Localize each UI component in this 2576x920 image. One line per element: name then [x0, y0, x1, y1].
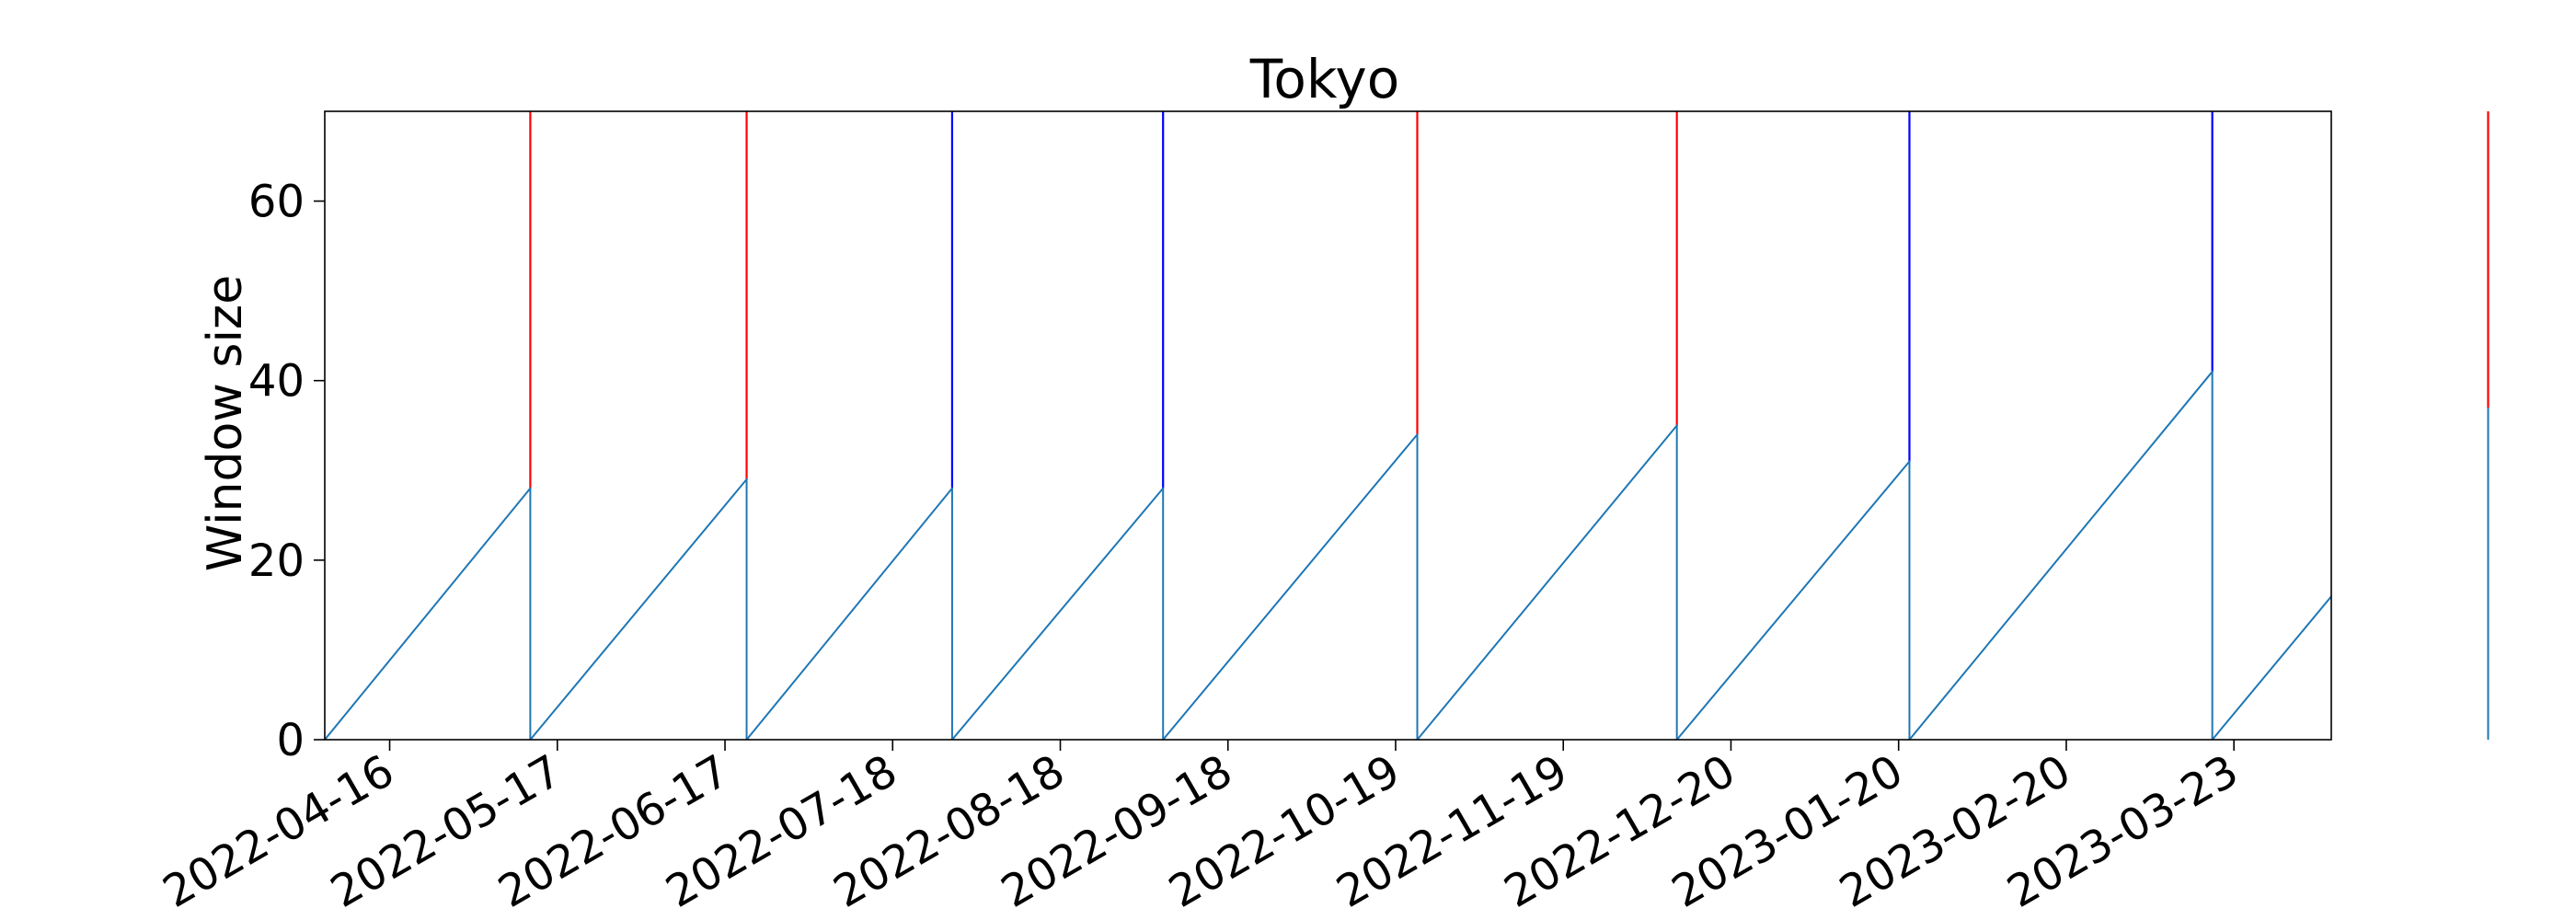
series-segment — [529, 477, 748, 740]
plot-area-frame — [324, 110, 2332, 741]
y-tick-label: 0 — [276, 715, 305, 766]
series-segment — [2211, 594, 2331, 740]
chart-title: Tokyo — [1249, 48, 1399, 110]
series-window-size — [325, 370, 2576, 740]
y-axis: 0 20 40 60 — [248, 177, 325, 766]
series-segment — [1908, 370, 2214, 740]
y-tick-label: 20 — [248, 535, 305, 587]
event-lines — [529, 111, 2490, 740]
y-axis-label: Window size — [198, 275, 253, 571]
series-segment — [1416, 424, 1679, 740]
series-segment — [745, 487, 954, 740]
series-segment — [2488, 479, 2576, 740]
x-axis: 2022-04-162022-05-172022-06-172022-07-18… — [155, 740, 2247, 918]
y-tick-label: 60 — [248, 177, 305, 228]
series-segment — [325, 487, 532, 740]
series-segment — [1675, 460, 1911, 740]
series-segment — [1161, 432, 1419, 740]
y-tick-label: 40 — [248, 356, 305, 408]
series-segment — [950, 487, 1165, 740]
